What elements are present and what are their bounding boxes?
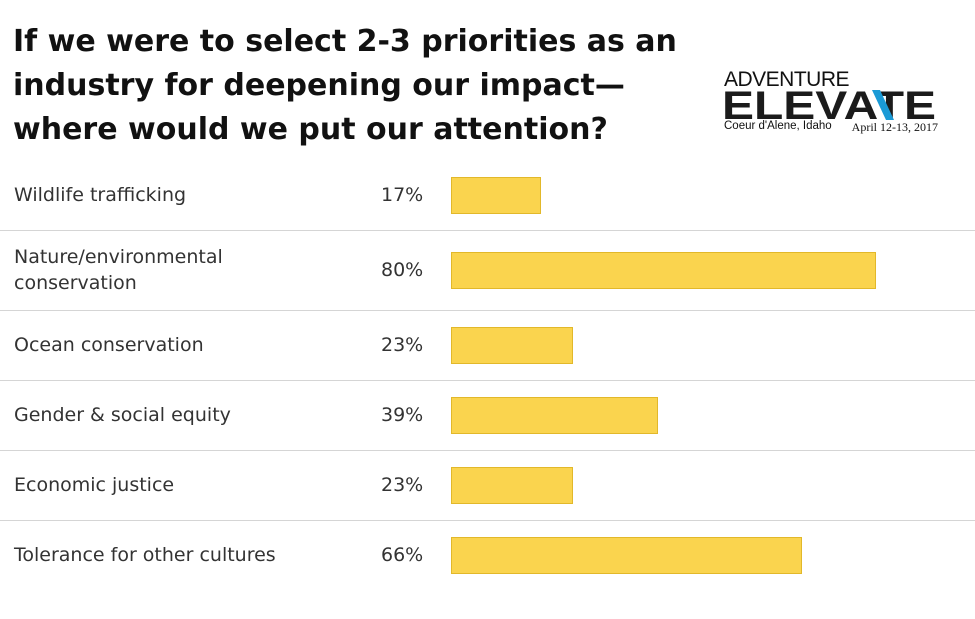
logo-dates: April 12-13, 2017: [851, 120, 938, 134]
bar: [451, 537, 802, 574]
logo-top-text: ADVENTURE: [724, 68, 850, 91]
adventure-elevate-logo: ADVENTURE ELEVATE Coeur d'Alene, Idaho A…: [722, 68, 942, 138]
chart-row: Wildlife trafficking 17%: [0, 160, 975, 231]
value-label: 23%: [381, 334, 424, 356]
value-label: 17%: [381, 184, 424, 206]
category-label: Tolerance for other cultures: [14, 544, 276, 566]
value-label: 80%: [381, 259, 424, 281]
bar: [451, 327, 573, 364]
bar: [451, 177, 541, 214]
chart-title: If we were to select 2-3 priorities as a…: [13, 24, 677, 147]
chart-row: Nature/environmental conservation 80%: [0, 230, 975, 311]
bar: [451, 252, 876, 289]
value-label: 23%: [381, 474, 424, 496]
chart-row: Gender & social equity 39%: [0, 380, 975, 451]
bar: [451, 397, 658, 434]
category-label: Gender & social equity: [14, 404, 231, 426]
chart-row: Ocean conservation 23%: [0, 310, 975, 381]
category-label: Ocean conservation: [14, 334, 204, 356]
chart-row: Economic justice 23%: [0, 450, 975, 521]
value-label: 66%: [381, 544, 424, 566]
bar: [451, 467, 573, 504]
logo-elevate-wordmark: ELEVATE: [722, 86, 936, 122]
category-label: Wildlife trafficking: [14, 184, 187, 206]
chart-row: Tolerance for other cultures 66%: [0, 520, 975, 590]
logo-location: Coeur d'Alene, Idaho: [724, 120, 832, 132]
logo-accent-mark: [872, 90, 894, 120]
category-label: Nature/environmental conservation: [14, 246, 223, 294]
category-label: Economic justice: [14, 474, 175, 496]
logo-main-text: ELEVATE: [722, 86, 936, 122]
value-label: 39%: [381, 404, 424, 426]
